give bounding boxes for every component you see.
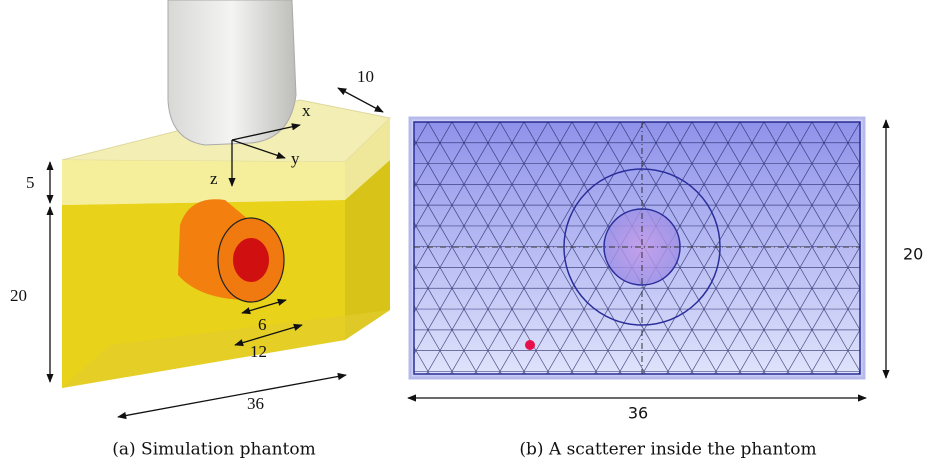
dim-depth	[338, 88, 383, 112]
label-depth: 10	[357, 67, 374, 86]
label-b-height: 20	[903, 245, 923, 264]
caption-b: (b) A scatterer inside the phantom	[519, 440, 816, 460]
dim-width	[118, 375, 346, 417]
inner-core	[233, 238, 269, 282]
label-width: 36	[247, 394, 264, 413]
probe	[168, 0, 296, 145]
phantom	[50, 0, 390, 417]
label-layer: 5	[26, 173, 35, 192]
label-outer: 12	[250, 342, 267, 361]
label-y: y	[291, 149, 300, 168]
label-x: x	[302, 101, 311, 120]
caption-a: (a) Simulation phantom	[112, 440, 316, 460]
figure: 10 x y z 5 20 6 12 36 20 36 (a) Simulati…	[0, 0, 928, 465]
label-inner: 6	[258, 315, 267, 334]
label-z: z	[210, 169, 218, 188]
label-height: 20	[10, 286, 27, 305]
top-layer	[62, 160, 345, 205]
label-b-width: 36	[628, 404, 648, 423]
scatterer	[525, 340, 535, 350]
